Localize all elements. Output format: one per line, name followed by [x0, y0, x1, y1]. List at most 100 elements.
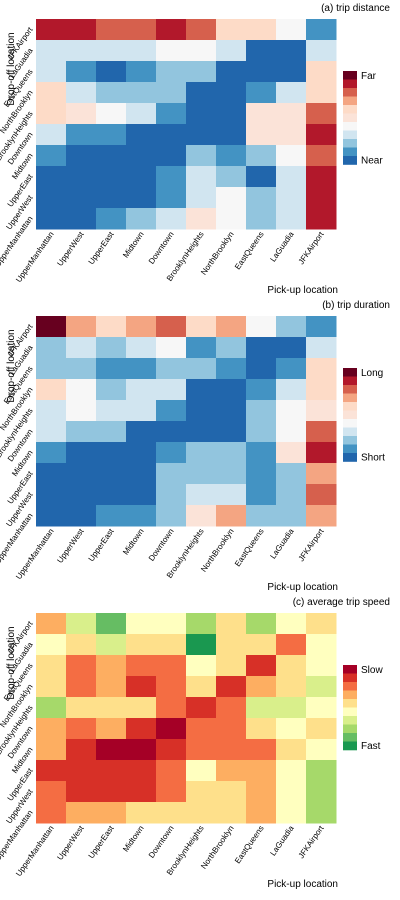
- heatmap-cell: [276, 802, 307, 824]
- heatmap-cell: [66, 379, 97, 401]
- heatmap-cell: [276, 781, 307, 803]
- heatmap-cell: [96, 505, 127, 527]
- heatmap-cell: [276, 166, 307, 188]
- x-tick-label: UpperWest: [55, 823, 86, 861]
- heatmap-cell: [66, 505, 97, 527]
- heatmap-cell: [96, 634, 127, 656]
- heatmap-cell: [246, 505, 277, 527]
- legend-swatch: [343, 96, 357, 106]
- heatmap-cell: [216, 145, 247, 167]
- heatmap-cell: [36, 442, 67, 464]
- heatmap-cell: [186, 40, 217, 62]
- heatmap-cell: [216, 655, 247, 677]
- x-tick-label: NorthBrooklyn: [199, 824, 235, 871]
- heatmap-cell: [126, 634, 157, 656]
- heatmap-cell: [276, 61, 307, 83]
- heatmap-cell: [36, 505, 67, 527]
- heatmap-cell: [36, 103, 67, 125]
- panel-title: (b) trip duration: [322, 300, 390, 311]
- heatmap-cell: [186, 124, 217, 146]
- heatmap-cell: [246, 358, 277, 380]
- heatmap-cell: [126, 61, 157, 83]
- heatmap-cell: [186, 505, 217, 527]
- heatmap-cell: [276, 505, 307, 527]
- heatmap-cell: [186, 739, 217, 761]
- heatmap-cell: [96, 718, 127, 740]
- heatmap-cell: [246, 40, 277, 62]
- heatmap-cell: [186, 358, 217, 380]
- heatmap-cell: [276, 187, 307, 209]
- heatmap-cell: [96, 358, 127, 380]
- legend-high-label: Far: [361, 71, 377, 82]
- heatmap-cell: [306, 718, 337, 740]
- heatmap-cell: [216, 337, 247, 359]
- heatmap-cell: [276, 484, 307, 506]
- heatmap-cell: [126, 103, 157, 125]
- heatmap-cell: [126, 760, 157, 782]
- heatmap-cell: [156, 379, 187, 401]
- heatmap-cell: [276, 676, 307, 698]
- heatmap-cell: [306, 103, 337, 125]
- heatmap-cell: [126, 124, 157, 146]
- heatmap-cell: [66, 463, 97, 485]
- panel-3: (c) average trip speed JFKAirportLaGuadia…: [0, 597, 390, 890]
- heatmap-cell: [126, 676, 157, 698]
- heatmap-cell: [156, 655, 187, 677]
- heatmap-cell: [246, 697, 277, 719]
- legend-swatch: [343, 385, 357, 394]
- legend-swatch: [343, 147, 357, 157]
- heatmap-cell: [96, 124, 127, 146]
- heatmap-cell: [186, 337, 217, 359]
- heatmap-cell: [246, 718, 277, 740]
- heatmap-cell: [246, 802, 277, 824]
- heatmap-cell: [186, 697, 217, 719]
- heatmap-cell: [276, 463, 307, 485]
- heatmap-cell: [96, 19, 127, 41]
- heatmap-cell: [306, 760, 337, 782]
- heatmap-cell: [66, 484, 97, 506]
- heatmap-cell: [216, 124, 247, 146]
- heatmap-cell: [276, 697, 307, 719]
- x-tick-label: EastQueens: [233, 230, 266, 271]
- heatmap-cell: [306, 655, 337, 677]
- heatmap-cell: [96, 208, 127, 230]
- heatmap-cell: [276, 19, 307, 41]
- heatmap-cell: [216, 802, 247, 824]
- legend-swatch: [343, 419, 357, 428]
- heatmap-cell: [96, 166, 127, 188]
- heatmap-cell: [216, 442, 247, 464]
- heatmap-cell: [246, 379, 277, 401]
- heatmap-cell: [126, 718, 157, 740]
- heatmap-cell: [306, 379, 337, 401]
- heatmap-cell: [186, 802, 217, 824]
- heatmap-cell: [276, 718, 307, 740]
- heatmap-cell: [186, 613, 217, 635]
- heatmap-cell: [156, 187, 187, 209]
- heatmap-cell: [36, 19, 67, 41]
- heatmap-cell: [66, 82, 97, 104]
- heatmap-cell: [126, 145, 157, 167]
- legend: Long Short: [343, 368, 385, 464]
- heatmap-cell: [66, 103, 97, 125]
- heatmap-cell: [96, 781, 127, 803]
- heatmap-cell: [156, 676, 187, 698]
- heatmap-cell: [186, 718, 217, 740]
- heatmap-cell: [216, 676, 247, 698]
- heatmap-cell: [216, 505, 247, 527]
- legend-swatch: [343, 733, 357, 742]
- heatmap-cell: [36, 463, 67, 485]
- x-tick-label: LaGuadia: [268, 527, 296, 561]
- heatmap-cell: [96, 442, 127, 464]
- heatmap-cell: [156, 463, 187, 485]
- legend: Slow Fast: [343, 665, 383, 752]
- heatmap-cell: [126, 166, 157, 188]
- heatmap-cell: [276, 655, 307, 677]
- heatmap-cell: [96, 61, 127, 83]
- heatmap-cell: [126, 421, 157, 443]
- heatmap-cell: [66, 61, 97, 83]
- legend-swatch: [343, 402, 357, 411]
- heatmap-cell: [216, 19, 247, 41]
- heatmap-cell: [186, 379, 217, 401]
- heatmap-cell: [96, 760, 127, 782]
- heatmap-cell: [276, 442, 307, 464]
